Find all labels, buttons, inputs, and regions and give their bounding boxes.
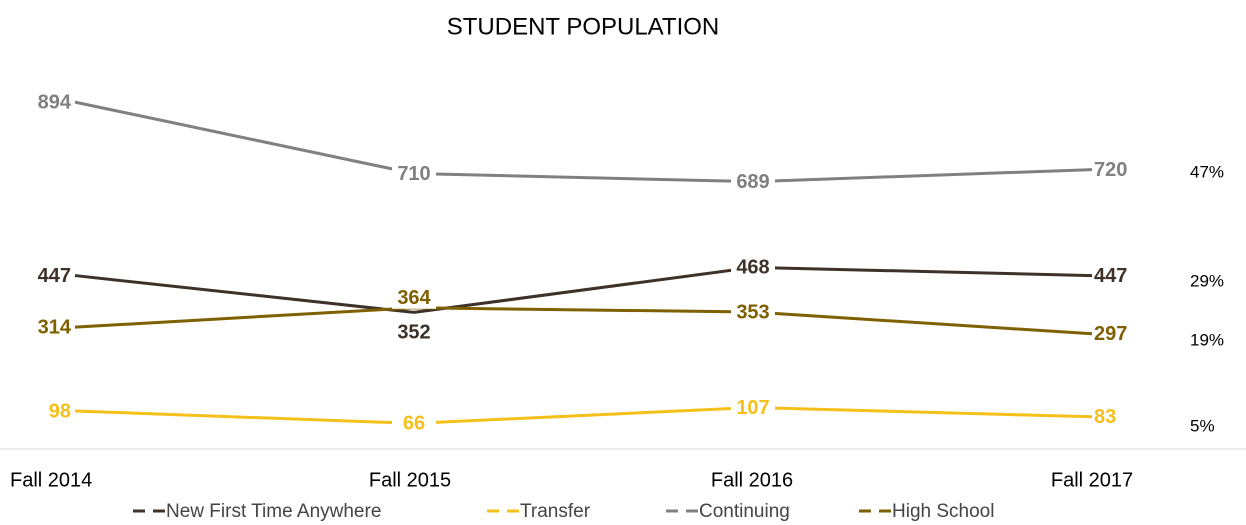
label-bg (731, 396, 775, 419)
label-bg (392, 286, 436, 309)
data-label: 83 (1094, 406, 1116, 428)
annotation: 29% (1190, 271, 1224, 290)
legend-label: Continuing (699, 501, 790, 522)
data-label: 447 (38, 265, 71, 287)
x-tick-label: Fall 2014 (10, 469, 92, 491)
data-label: 66 (403, 413, 425, 435)
data-label: 894 (38, 91, 72, 113)
annotation: 47% (1190, 162, 1224, 181)
data-label: 297 (1094, 323, 1127, 345)
chart-title: STUDENT POPULATION (447, 13, 719, 40)
label-bg (731, 301, 775, 324)
legend-label: Transfer (520, 501, 591, 522)
line (74, 265, 1093, 314)
data-label: 353 (736, 301, 769, 323)
data-label: 710 (397, 163, 430, 185)
data-label: 689 (736, 171, 769, 193)
x-tick-label: Fall 2015 (369, 469, 451, 491)
label-bg (392, 162, 436, 185)
line (74, 306, 1093, 336)
label-bg (731, 170, 775, 193)
line (74, 100, 1093, 184)
line (74, 405, 1093, 425)
annotation: 5% (1190, 416, 1215, 435)
plot-area (0, 0, 1246, 449)
legend-label: High School (892, 501, 994, 522)
label-bg (731, 256, 775, 279)
data-label: 352 (397, 322, 430, 344)
x-tick-label: Fall 2017 (1051, 469, 1133, 491)
data-label: 468 (736, 257, 769, 279)
label-bg (392, 321, 436, 344)
data-label: 364 (397, 287, 431, 309)
clip-cover (0, 450, 1246, 462)
data-label: 447 (1094, 265, 1127, 287)
data-label: 314 (38, 316, 72, 338)
data-label: 107 (736, 397, 769, 419)
data-label: 98 (49, 400, 71, 422)
legend-label: New First Time Anywhere (166, 501, 381, 522)
x-tick-label: Fall 2016 (711, 469, 793, 491)
data-label: 720 (1094, 159, 1127, 181)
label-bg (392, 412, 436, 435)
annotation: 19% (1190, 330, 1224, 349)
